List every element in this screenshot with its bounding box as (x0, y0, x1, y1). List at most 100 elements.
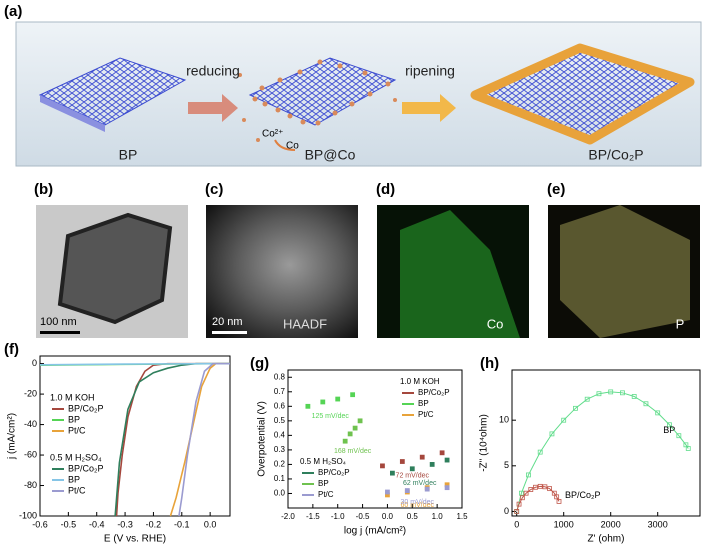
point (655, 410, 661, 416)
x-tick-label: -2.0 (281, 512, 295, 521)
panel-label: (g) (250, 355, 269, 372)
y-tick-label: 0.3 (274, 445, 286, 454)
flake (57, 212, 173, 325)
point (643, 401, 649, 407)
legend-label: Pt/C (418, 410, 434, 419)
y-tick-label: 0 (504, 506, 509, 516)
bp-sheet (38, 57, 187, 126)
y-tick-label: -20 (24, 388, 37, 398)
haadf-image (206, 205, 358, 338)
point (439, 450, 445, 456)
point (350, 392, 356, 398)
point (429, 462, 435, 467)
y-tick-label: 0 (32, 358, 37, 368)
point (528, 487, 534, 492)
arrow (402, 94, 456, 122)
y-tick-label: -40 (24, 419, 37, 429)
y-tick-label: 10 (499, 415, 509, 425)
legend-title: 1.0 M KOH (50, 392, 95, 402)
stage-label: BP@Co (305, 147, 356, 163)
y-tick-label: 0.8 (274, 372, 286, 381)
x-axis-label: Z' (ohm) (588, 534, 625, 545)
scale-bar (40, 331, 80, 334)
ion-label: Co²⁺ (262, 129, 283, 140)
point (542, 484, 548, 490)
y-tick-label: -100 (19, 510, 37, 520)
point (444, 457, 450, 463)
point (523, 490, 529, 496)
mode-label: HAADF (283, 316, 327, 331)
x-tick-label: 0.5 (407, 512, 419, 521)
y-axis-label: j (mA/cm²) (7, 413, 18, 460)
point (620, 390, 625, 396)
panel-label: (f) (4, 341, 19, 358)
y-tick-label: 0.1 (274, 474, 286, 483)
x-tick-label: -0.1 (174, 519, 190, 529)
x-tick-label: 0 (514, 519, 519, 529)
y-tick-label: 0.0 (274, 489, 286, 498)
point (573, 405, 578, 411)
point (667, 422, 672, 428)
panel-label: (b) (34, 181, 53, 198)
slope-annotation: 72 mV/dec (396, 473, 430, 480)
legend-title: 1.0 M KOH (400, 377, 440, 386)
point (676, 433, 682, 439)
point (385, 489, 390, 495)
legend-label: BP (68, 474, 80, 484)
panel-label: (a) (4, 3, 22, 20)
co-signal (400, 210, 520, 338)
panel-label: (h) (480, 355, 499, 372)
p-signal (560, 205, 690, 338)
legend-label: Pt/C (318, 490, 334, 499)
y-tick-label: -80 (24, 480, 37, 490)
x-tick-label: -1.0 (331, 512, 345, 521)
bp-co-sheet (248, 57, 397, 126)
panel-label: (d) (376, 181, 395, 198)
point (357, 418, 363, 424)
stage-label: BP/Co₂P (588, 147, 643, 163)
point (444, 485, 450, 491)
legend-title: 0.5 M H₂SO₄ (50, 452, 102, 462)
point (380, 463, 385, 469)
series-label: BP (663, 425, 675, 435)
slope-annotation: 60 mV/dec (401, 502, 435, 509)
arrow (274, 139, 296, 151)
point (554, 494, 560, 500)
y-tick-label: 0.6 (274, 401, 286, 410)
point (514, 509, 520, 514)
series-line (114, 362, 230, 517)
scale-label: 100 nm (40, 316, 77, 328)
legend-label: BP (68, 414, 80, 424)
point (424, 486, 430, 492)
point (526, 472, 531, 478)
panel-label: (e) (547, 181, 565, 198)
legend-label: Pt/C (68, 485, 86, 495)
point (419, 454, 425, 460)
point (519, 490, 524, 496)
point (335, 396, 341, 402)
plot-frame (511, 369, 701, 517)
y-tick-label: 0.5 (274, 416, 286, 425)
legend-label: BP (418, 399, 429, 408)
point (389, 470, 395, 476)
y-tick-label: -60 (24, 449, 37, 459)
y-tick-label: 0.2 (274, 460, 286, 469)
slope-annotation: 125 mV/dec (312, 413, 350, 420)
x-tick-label: 3000 (648, 519, 668, 529)
x-tick-label: 1000 (554, 519, 574, 529)
x-axis-label: log j (mA/cm²) (344, 526, 406, 537)
x-axis-label: E (V vs. RHE) (104, 534, 166, 545)
x-tick-label: 1.5 (456, 512, 468, 521)
bp-co2p-sheet (470, 43, 695, 145)
element-label: Co (487, 316, 504, 331)
point (519, 495, 525, 501)
x-tick-label: -0.3 (117, 519, 133, 529)
x-tick-label: 0.0 (382, 512, 394, 521)
point (533, 484, 538, 490)
series-label: BP/Co₂P (565, 490, 601, 500)
slope-annotation: 30 mV/dec (401, 499, 435, 506)
plot-frame (39, 355, 231, 517)
point (305, 403, 311, 409)
